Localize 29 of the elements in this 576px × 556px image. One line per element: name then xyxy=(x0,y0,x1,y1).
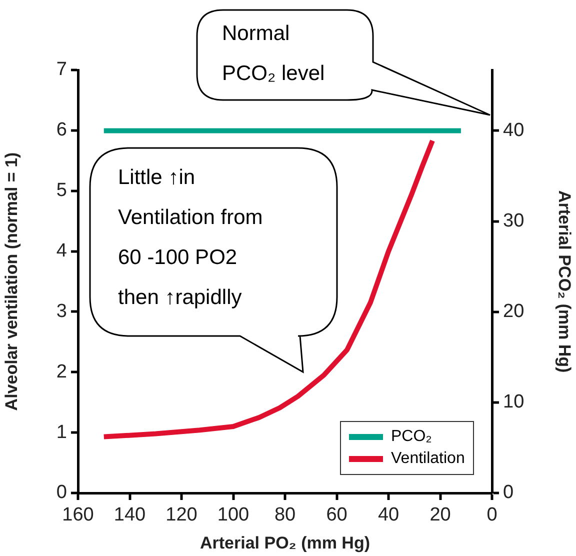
y-tick-label: 5 xyxy=(56,180,67,202)
x-axis-title: Arterial PO₂ (mm Hg) xyxy=(200,533,370,552)
y-tick-label: 4 xyxy=(56,240,68,262)
y2-tick-label: 20 xyxy=(503,301,524,322)
y-tick-label: 3 xyxy=(56,300,67,322)
x-tick-label: 140 xyxy=(114,504,146,526)
y-tick-label: 0 xyxy=(56,482,67,504)
x-tick-label: 160 xyxy=(62,504,94,526)
x-tick-label: 100 xyxy=(217,504,250,526)
y-tick-label: 1 xyxy=(56,422,67,443)
x-tick-label: 0 xyxy=(486,504,498,526)
y2-tick-label: 10 xyxy=(503,392,524,413)
y2-tick-label: 40 xyxy=(503,120,524,141)
x-tick-label: 40 xyxy=(378,504,400,526)
x-tick-label: 20 xyxy=(430,504,451,526)
y-tick-label: 2 xyxy=(56,361,67,382)
x-tick-label: 80 xyxy=(274,504,296,526)
annotation: Little ↑in Ventilation from 60 -100 PO2 then ↑rapidlly xyxy=(118,165,264,311)
x-tick-label: 120 xyxy=(166,504,198,526)
y-tick-label: 7 xyxy=(56,59,67,80)
annotation: Normal PCO₂ level xyxy=(222,21,326,87)
y2-axis-title: Arterial PCO₂ (mm Hg) xyxy=(555,190,574,373)
y2-tick-label: 30 xyxy=(503,210,524,232)
y-axis-title: Alveolar ventilation (normal = 1) xyxy=(2,152,21,411)
x-tick-label: 60 xyxy=(326,504,348,526)
y2-tick-label: 0 xyxy=(503,482,514,504)
y-tick-label: 6 xyxy=(56,120,67,141)
legend-label: Ventilation xyxy=(391,450,465,468)
legend-label: PCO₂ xyxy=(391,428,432,446)
